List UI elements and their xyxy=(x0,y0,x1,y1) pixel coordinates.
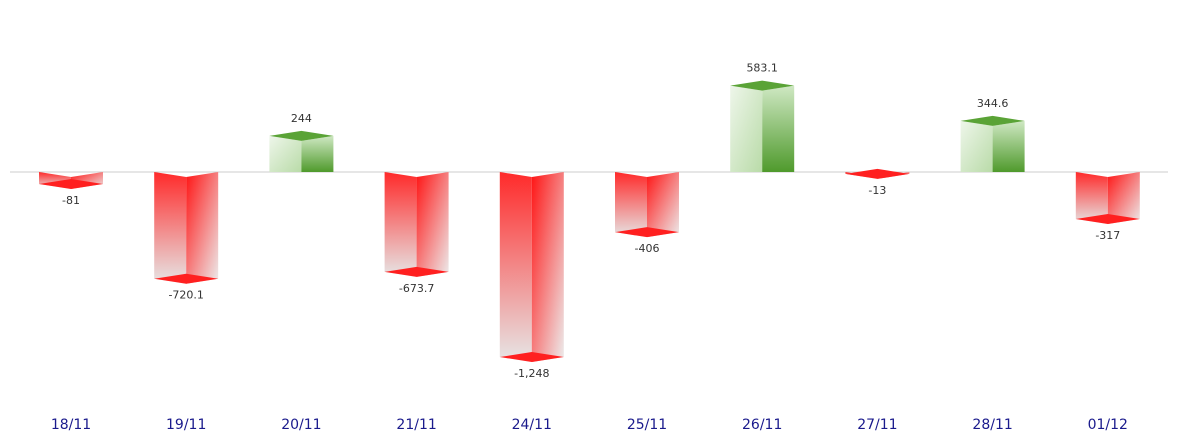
x-tick-label: 19/11 xyxy=(166,417,206,433)
bar-top-cap xyxy=(960,115,1025,126)
bar xyxy=(730,80,795,172)
x-tick-label: 18/11 xyxy=(51,417,91,433)
bar-right-face xyxy=(647,172,679,238)
bar xyxy=(960,115,1025,172)
bar-bottom-cap xyxy=(39,179,103,190)
data-label: -1,248 xyxy=(514,367,549,380)
data-label: -13 xyxy=(868,184,886,197)
bar-right-face xyxy=(416,172,449,277)
data-label: -317 xyxy=(1095,229,1120,242)
bar-bottom-cap xyxy=(154,273,219,284)
x-tick-label: 25/11 xyxy=(627,417,667,433)
x-tick-label: 20/11 xyxy=(281,417,321,433)
bar-bottom-cap xyxy=(615,227,679,238)
labels-group: -81 18/11 -720.1 19/11 244 20/11 -673.7 21/11 -1… xyxy=(51,62,1128,433)
bar-right-face xyxy=(992,120,1025,172)
x-tick-label: 27/11 xyxy=(857,417,897,433)
data-label: -81 xyxy=(62,194,80,207)
bar-left-face xyxy=(154,172,187,284)
bar xyxy=(384,172,449,277)
x-tick-label: 21/11 xyxy=(396,417,436,433)
bar-bottom-cap xyxy=(499,352,564,362)
data-label: 583.1 xyxy=(746,62,778,75)
x-tick-label: 28/11 xyxy=(972,417,1012,433)
bar-left-face xyxy=(960,120,993,172)
bar xyxy=(845,168,910,179)
bar xyxy=(269,130,334,172)
bar xyxy=(39,172,103,190)
bar-right-face xyxy=(762,85,795,172)
data-label: 244 xyxy=(291,112,312,125)
bar xyxy=(615,172,679,238)
bar xyxy=(499,172,564,362)
x-tick-label: 26/11 xyxy=(742,417,782,433)
bar-bottom-cap xyxy=(1075,213,1140,224)
bar-left-face xyxy=(384,172,417,277)
data-label: -406 xyxy=(635,242,660,255)
bar-left-face xyxy=(730,85,763,172)
bar-top-cap xyxy=(269,130,334,141)
data-label: -720.1 xyxy=(168,289,203,302)
bar-bottom-cap xyxy=(384,266,449,277)
x-tick-label: 01/12 xyxy=(1088,417,1128,433)
bar-right-face xyxy=(301,135,334,172)
bar-right-face xyxy=(531,172,564,362)
bar-left-face xyxy=(615,172,647,238)
x-tick-label: 24/11 xyxy=(512,417,552,433)
bar-right-face xyxy=(1107,172,1140,224)
bar-top-cap xyxy=(730,80,795,91)
bar-bottom-cap xyxy=(845,168,910,179)
bar xyxy=(1075,172,1140,224)
bars-group xyxy=(39,80,1140,362)
data-label: -673.7 xyxy=(399,282,434,295)
bar-left-face xyxy=(269,135,302,172)
bar-left-face xyxy=(499,172,532,362)
bar xyxy=(154,172,219,284)
bar-left-face xyxy=(1075,172,1108,224)
data-label: 344.6 xyxy=(977,97,1009,110)
bar-right-face xyxy=(186,172,219,284)
